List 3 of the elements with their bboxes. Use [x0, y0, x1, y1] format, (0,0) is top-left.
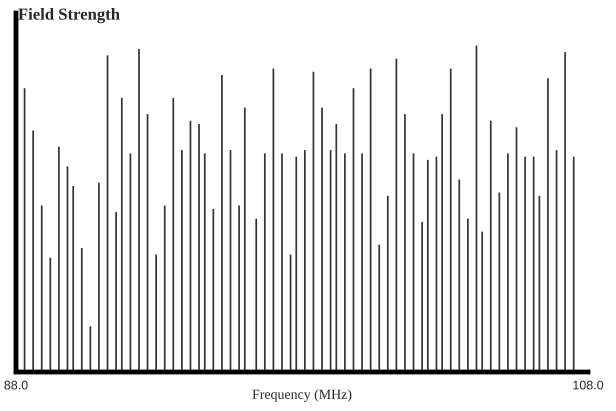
x-tick-label: 88.0 [4, 380, 28, 390]
x-tick-label: 108.0 [573, 380, 604, 390]
x-axis-title: Frequency (MHz) [252, 389, 352, 402]
